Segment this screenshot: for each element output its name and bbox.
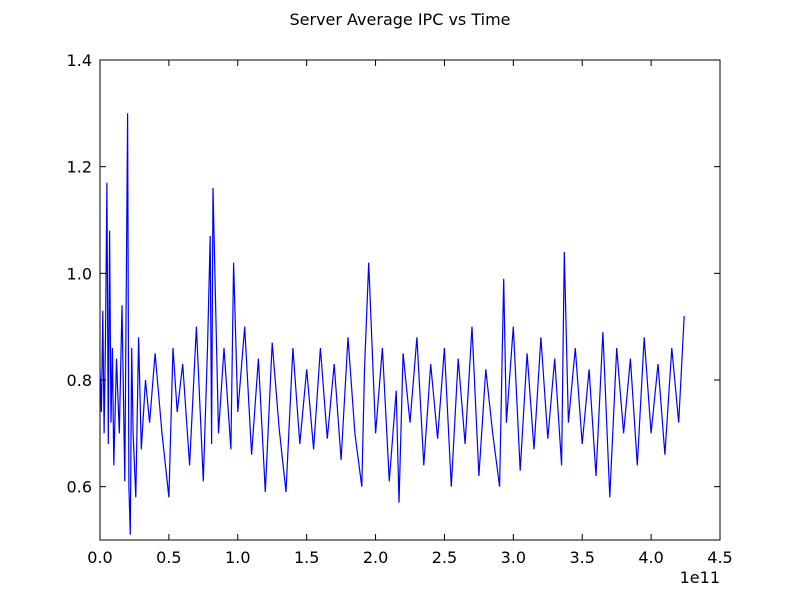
x-tick-label: 1.5	[294, 548, 319, 567]
y-tick-label: 0.8	[67, 371, 92, 390]
y-tick-label: 1.4	[67, 51, 92, 70]
x-tick-label: 3.5	[569, 548, 594, 567]
series-line	[99, 113, 685, 535]
y-tick-label: 0.6	[67, 478, 92, 497]
chart-title: Server Average IPC vs Time	[289, 10, 510, 29]
x-tick-label: 4.5	[707, 548, 732, 567]
x-tick-label: 1.0	[225, 548, 250, 567]
x-offset-label: 1e11	[680, 568, 720, 587]
y-tick-label: 1.0	[67, 264, 92, 283]
y-tick-label: 1.2	[67, 158, 92, 177]
y-axis: 0.6 0.8 1.0 1.2 1.4	[67, 51, 720, 497]
x-tick-label: 2.0	[363, 548, 388, 567]
x-tick-label: 0.5	[156, 548, 181, 567]
plot-area	[99, 59, 721, 541]
x-axis: 0.0 0.5 1.0 1.5 2.0 2.5 3.0 3.5 4.0 4.5	[87, 60, 733, 567]
x-tick-label: 2.5	[432, 548, 457, 567]
plot-frame	[99, 59, 721, 541]
x-tick-label: 0.0	[87, 548, 112, 567]
x-tick-label: 4.0	[638, 548, 663, 567]
x-tick-label: 3.0	[501, 548, 526, 567]
